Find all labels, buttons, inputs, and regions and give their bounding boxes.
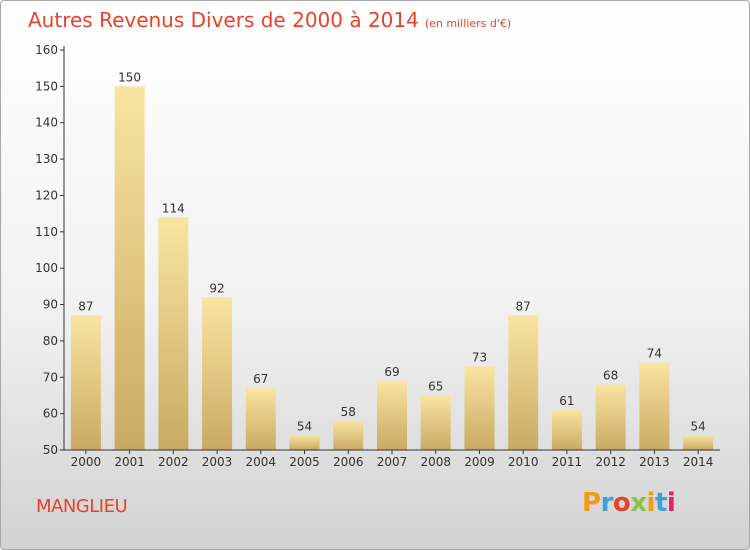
- bar-value-label: 74: [647, 347, 662, 361]
- logo-letter: x: [630, 488, 647, 518]
- x-tick-label: 2004: [246, 455, 277, 469]
- x-tick-label: 2011: [552, 455, 583, 469]
- bar-value-label: 150: [118, 70, 141, 84]
- x-axis: 2000 2001 2002 2003 2004 2005 2006 2007 2008 2009…: [64, 449, 720, 469]
- y-tick-label: 130: [35, 152, 58, 166]
- bar-2012: [595, 384, 626, 450]
- logo-letter: i: [646, 488, 656, 518]
- bar-2002: [158, 217, 189, 450]
- bar-2004: [245, 388, 276, 450]
- x-tick-label: 2003: [202, 455, 233, 469]
- y-tick-label: 80: [43, 334, 58, 348]
- bar-2005: [289, 435, 320, 450]
- bar-2011: [551, 410, 582, 450]
- bar-value-label: 92: [209, 281, 224, 295]
- bar-value-label: 69: [384, 365, 399, 379]
- bar-2009: [464, 366, 495, 450]
- commune-name: MANGLIEU: [36, 496, 128, 517]
- bar-2000: [70, 315, 101, 450]
- y-tick-label: 110: [35, 225, 58, 239]
- chart-title: Autres Revenus Divers de 2000 à 2014 (en …: [28, 8, 511, 32]
- bar-2014: [683, 435, 714, 450]
- x-tick-label: 2008: [420, 455, 451, 469]
- x-tick-label: 2005: [289, 455, 320, 469]
- logo-letter: P: [582, 488, 601, 518]
- y-tick-label: 150: [35, 79, 58, 93]
- chart-subtitle: (en milliers d'€): [424, 17, 512, 30]
- logo-letter: r: [600, 488, 614, 518]
- bar-2008: [420, 395, 451, 450]
- x-tick-label: 2001: [114, 455, 145, 469]
- y-tick-label: 140: [35, 116, 58, 130]
- bar-value-label: 73: [472, 350, 487, 364]
- y-tick-label: 100: [35, 261, 58, 275]
- y-tick-label: 70: [43, 370, 58, 384]
- x-tick-label: 2013: [639, 455, 670, 469]
- logo-letter: t: [654, 488, 667, 518]
- x-tick-label: 2014: [683, 455, 714, 469]
- x-tick-label: 2000: [71, 455, 102, 469]
- bar-value-label: 87: [516, 299, 531, 313]
- x-tick-label: 2006: [333, 455, 364, 469]
- y-tick-label: 60: [43, 407, 58, 421]
- proxiti-logo[interactable]: Proxiti: [582, 488, 676, 518]
- bar-value-label: 87: [78, 299, 93, 313]
- y-tick-label: 160: [35, 43, 58, 57]
- y-axis: 50 60 70 80 90 100 110 120 130 140 150 160: [35, 43, 65, 457]
- x-tick-label: 2009: [464, 455, 495, 469]
- x-tick-label: 2012: [595, 455, 626, 469]
- bar-value-label: 54: [297, 419, 312, 433]
- bars: 87 150 114 92 67 54 58 69 65 73 87 61 68 74 54: [70, 70, 714, 450]
- y-tick-label: 120: [35, 188, 58, 202]
- x-tick-label: 2002: [158, 455, 189, 469]
- bar-value-label: 68: [603, 369, 618, 383]
- y-tick-label: 90: [43, 298, 58, 312]
- bar-2007: [377, 380, 407, 450]
- logo-letter: i: [666, 488, 676, 518]
- bar-value-label: 65: [428, 379, 443, 393]
- chart-title-text: Autres Revenus Divers de 2000 à 2014: [28, 8, 419, 32]
- y-tick-label: 50: [43, 443, 58, 457]
- bar-value-label: 58: [341, 405, 356, 419]
- x-tick-label: 2010: [508, 455, 539, 469]
- bar-2003: [202, 297, 233, 450]
- x-tick-label: 2007: [377, 455, 408, 469]
- bar-value-label: 61: [559, 394, 574, 408]
- bar-2006: [333, 420, 364, 450]
- bar-value-label: 67: [253, 372, 268, 386]
- logo-letter: o: [612, 488, 631, 518]
- bar-2013: [639, 362, 670, 450]
- bar-value-label: 114: [162, 201, 185, 215]
- bar-2001: [114, 86, 145, 450]
- bar-value-label: 54: [690, 419, 705, 433]
- bar-2010: [508, 315, 539, 450]
